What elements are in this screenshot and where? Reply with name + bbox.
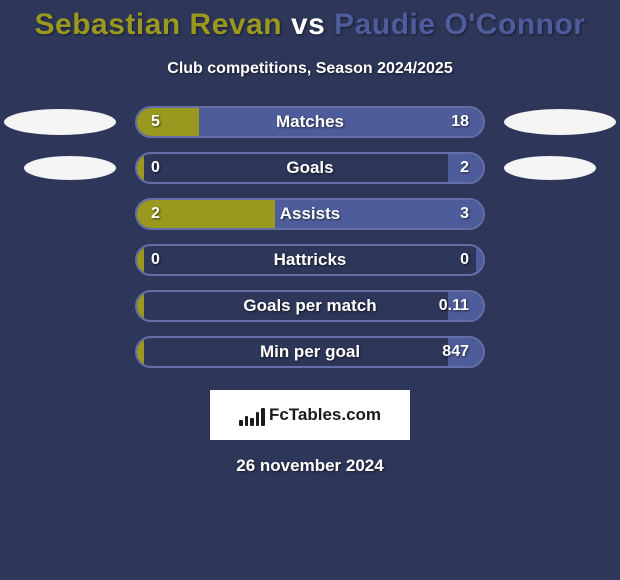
stat-label: Hattricks: [137, 246, 483, 274]
decorative-ellipse: [504, 156, 596, 180]
stat-bar: Assists2 3: [135, 198, 485, 230]
stat-row: Goals per match0.11: [0, 290, 620, 322]
stat-value-left: 0: [151, 246, 160, 274]
stat-value-left: 0: [151, 154, 160, 182]
subtitle: Club competitions, Season 2024/2025: [0, 60, 620, 78]
stat-value-left: 2: [151, 200, 160, 228]
stat-value-right: 18: [451, 108, 469, 136]
stat-row: Assists2 3: [0, 198, 620, 230]
stat-value-right: 3: [460, 200, 469, 228]
stat-label: Min per goal: [137, 338, 483, 366]
stat-row: Hattricks0 0: [0, 244, 620, 276]
stat-label: Goals per match: [137, 292, 483, 320]
stat-label: Goals: [137, 154, 483, 182]
stat-bar: Matches5 18: [135, 106, 485, 138]
stat-value-right: 2: [460, 154, 469, 182]
player2-name: Paudie O'Connor: [334, 8, 585, 41]
stat-label: Assists: [137, 200, 483, 228]
decorative-ellipse: [4, 109, 116, 135]
stat-value-right: 0.11: [439, 292, 469, 320]
bar-chart-icon: [239, 404, 265, 426]
comparison-title: Sebastian Revan vs Paudie O'Connor: [0, 0, 620, 42]
vs-separator: vs: [291, 8, 325, 41]
stat-bar: Goals0 2: [135, 152, 485, 184]
stat-value-left: 5: [151, 108, 160, 136]
stats-bars: Matches518Goals02Assists23Hattricks00Goa…: [0, 106, 620, 368]
date-label: 26 november 2024: [0, 456, 620, 476]
stat-value-right: 847: [442, 338, 469, 366]
decorative-ellipse: [504, 109, 616, 135]
stat-label: Matches: [137, 108, 483, 136]
stat-bar: Goals per match0.11: [135, 290, 485, 322]
player1-name: Sebastian Revan: [35, 8, 283, 41]
stat-row: Min per goal847: [0, 336, 620, 368]
fctables-logo: FcTables.com: [210, 390, 410, 440]
stat-bar: Min per goal847: [135, 336, 485, 368]
stat-row: Goals0 2: [0, 152, 620, 184]
stat-row: Matches5 18: [0, 106, 620, 138]
decorative-ellipse: [24, 156, 116, 180]
stat-value-right: 0: [460, 246, 469, 274]
stat-bar: Hattricks0 0: [135, 244, 485, 276]
logo-text: FcTables.com: [269, 405, 381, 425]
